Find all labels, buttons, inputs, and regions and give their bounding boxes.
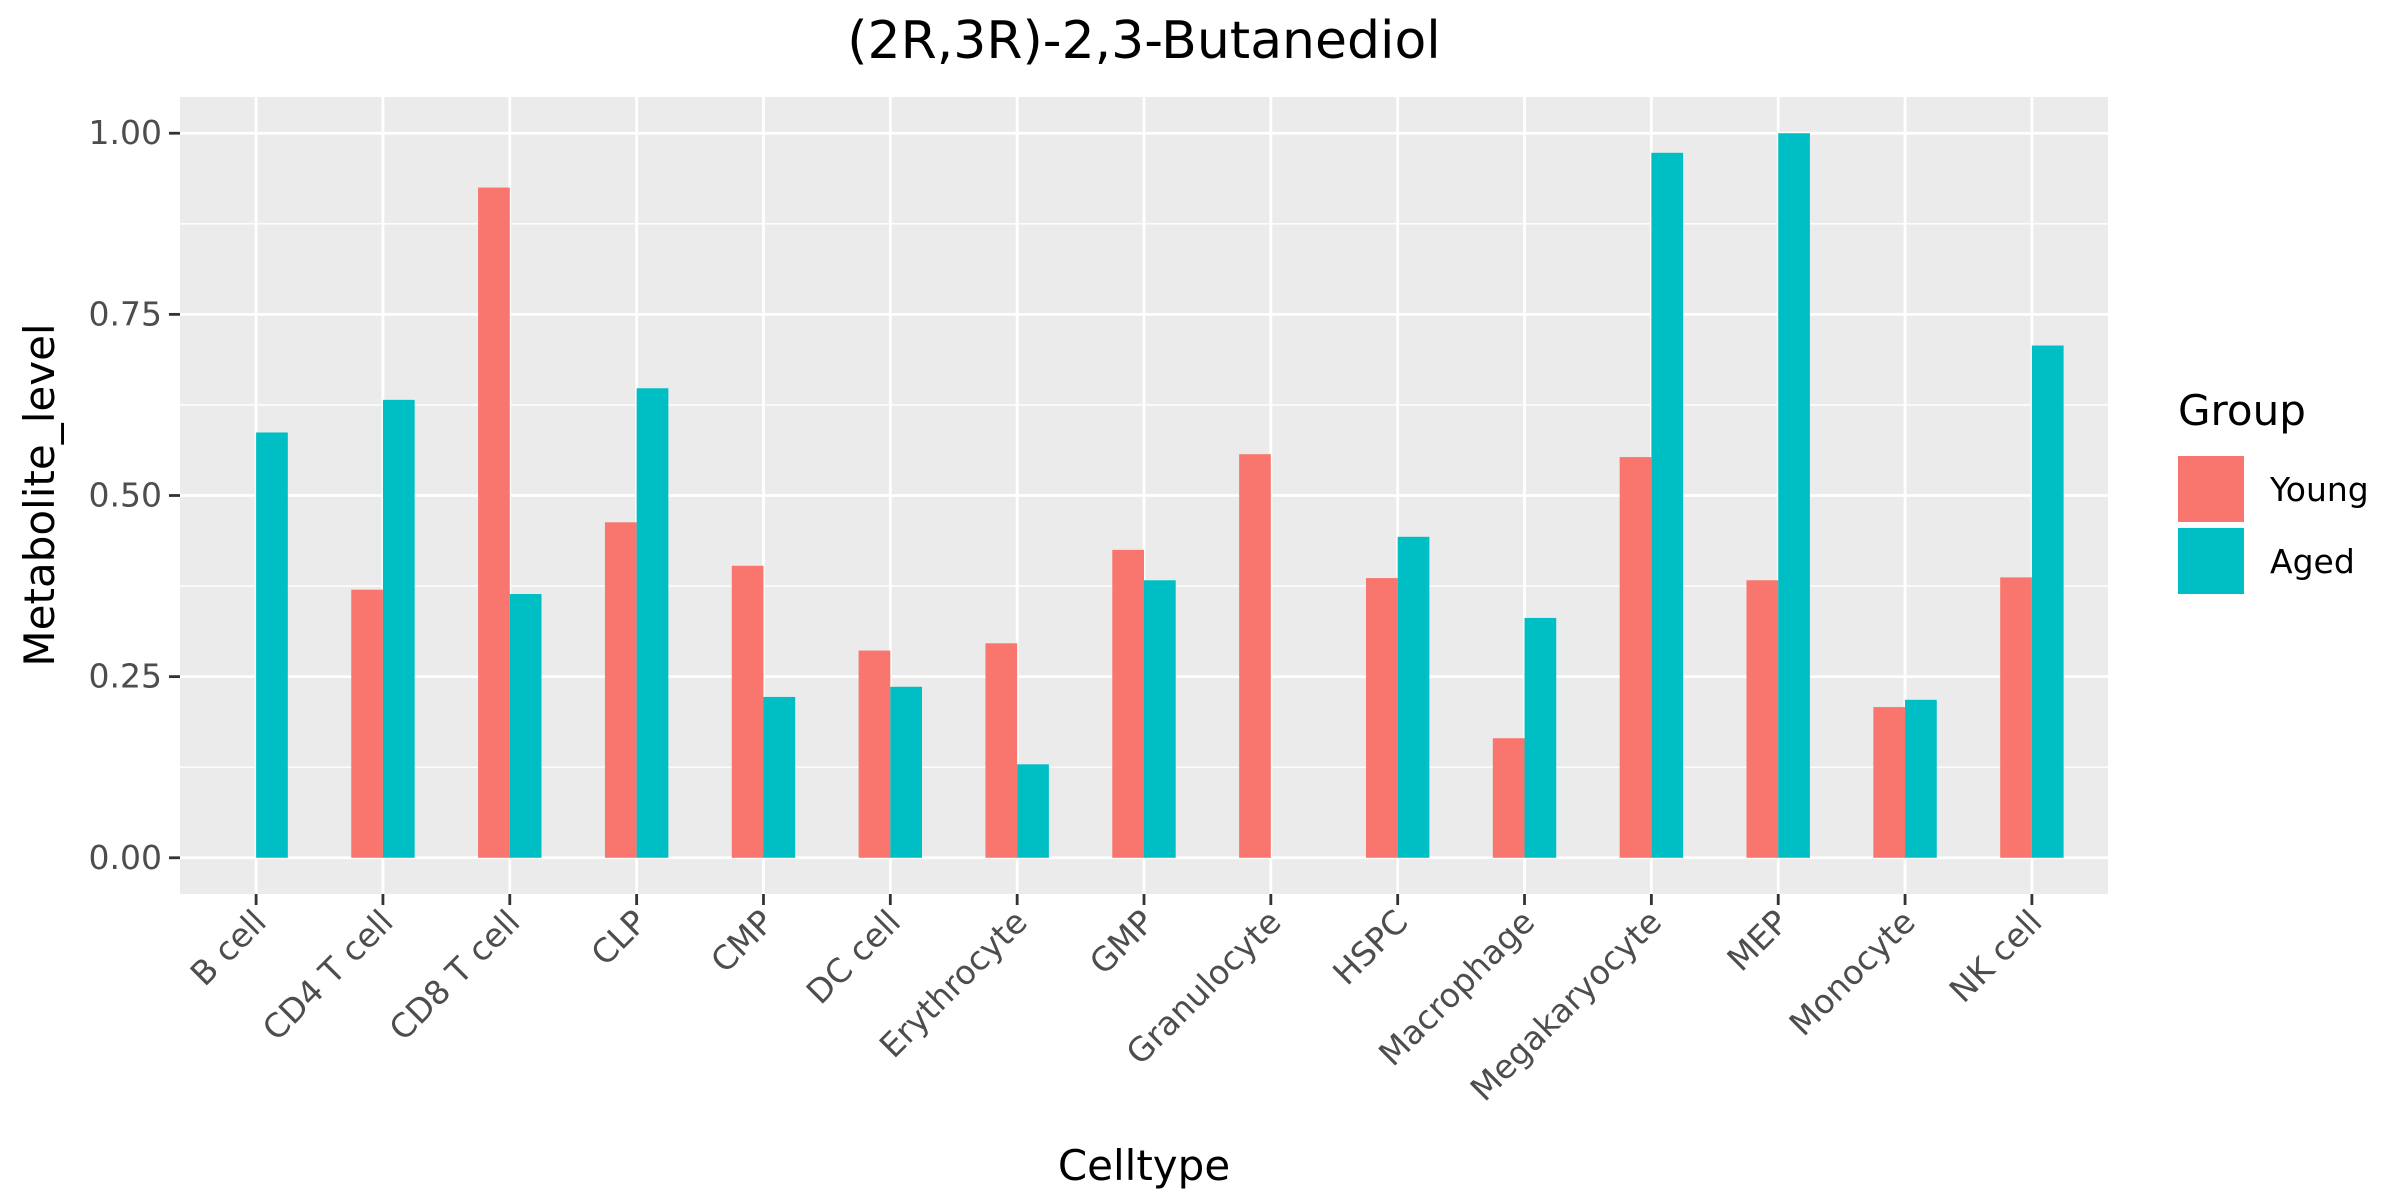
bar-aged bbox=[763, 696, 796, 858]
legend-label-young: Young bbox=[2269, 470, 2369, 509]
y-tick-label: 0.25 bbox=[89, 657, 162, 696]
bar-aged bbox=[256, 432, 288, 858]
bar-aged bbox=[636, 388, 669, 858]
bar-aged bbox=[1778, 133, 1810, 858]
x-tick-label: CD8 T cell bbox=[382, 902, 528, 1048]
legend-title: Group bbox=[2178, 386, 2306, 435]
x-tick-label: CMP bbox=[703, 902, 781, 980]
chart-title: (2R,3R)-2,3-Butanediol bbox=[847, 11, 1440, 71]
y-axis-title: Metabolite_level bbox=[15, 323, 64, 666]
bar-young bbox=[351, 589, 383, 858]
x-tick-label: CLP bbox=[583, 902, 654, 973]
bar-young bbox=[985, 643, 1018, 858]
legend-swatch-aged bbox=[2178, 528, 2244, 594]
y-tick-label: 1.00 bbox=[89, 113, 162, 152]
y-tick-label: 0.50 bbox=[89, 476, 162, 515]
y-tick-label: 0.00 bbox=[89, 838, 162, 877]
bar-aged bbox=[2031, 345, 2064, 858]
bar-aged bbox=[509, 594, 542, 858]
x-tick-label: B cell bbox=[183, 902, 274, 993]
bar-young bbox=[858, 650, 891, 858]
bar-young bbox=[1239, 454, 1271, 858]
bar-young bbox=[1619, 457, 1652, 858]
x-tick-label: HSPC bbox=[1325, 902, 1415, 992]
bar-young bbox=[1873, 707, 1906, 858]
bar-aged bbox=[1144, 580, 1176, 858]
legend-label-aged: Aged bbox=[2270, 542, 2355, 581]
bar-young bbox=[2000, 577, 2032, 858]
bar-young bbox=[731, 565, 764, 858]
bar-young bbox=[1746, 580, 1779, 858]
legend-swatch-young bbox=[2178, 456, 2244, 522]
x-tick-label: DC cell bbox=[799, 902, 908, 1011]
bar-aged bbox=[1905, 699, 1937, 858]
bar-young bbox=[478, 187, 510, 858]
y-tick-label: 0.75 bbox=[89, 294, 162, 333]
x-tick-label: GMP bbox=[1082, 902, 1162, 982]
bar-aged bbox=[890, 686, 923, 858]
bar-young bbox=[1492, 738, 1525, 858]
bar-aged bbox=[1524, 617, 1557, 858]
x-tick-label: Monocyte bbox=[1782, 902, 1923, 1043]
bar-young bbox=[1112, 549, 1144, 858]
legend: Group Young Aged bbox=[2178, 386, 2369, 594]
bar-young bbox=[604, 522, 637, 858]
bar-aged bbox=[1651, 152, 1684, 858]
x-axis-title: Celltype bbox=[1058, 1141, 1230, 1190]
x-tick-label: CD4 T cell bbox=[255, 902, 401, 1048]
x-tick-label: NK cell bbox=[1942, 902, 2050, 1010]
x-tick-label: MEP bbox=[1719, 902, 1796, 979]
bars-layer bbox=[256, 133, 2064, 858]
bar-aged bbox=[1397, 536, 1430, 858]
bar-aged bbox=[1017, 764, 1049, 858]
bar-aged bbox=[382, 399, 415, 858]
bar-young bbox=[1365, 578, 1398, 858]
